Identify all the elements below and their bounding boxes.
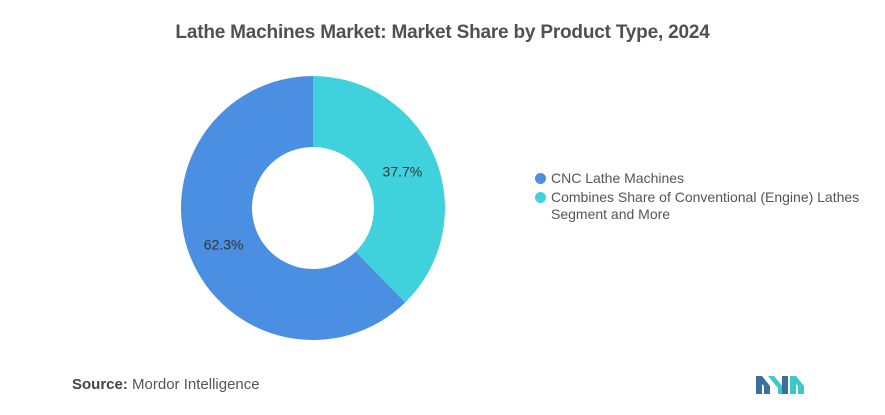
donut-slice-cnc	[180, 76, 406, 340]
source-text: Mordor Intelligence	[132, 376, 260, 393]
donut-slice-conventional	[313, 76, 445, 303]
donut-labels: 37.7% 62.3%	[204, 164, 422, 253]
legend-swatch-cnc	[535, 173, 546, 184]
source-label: Source:	[72, 376, 128, 393]
data-label-conventional: 37.7%	[383, 164, 423, 180]
chart-title: Lathe Machines Market: Market Share by P…	[175, 22, 710, 43]
legend-item-cnc: CNC Lathe Machines	[535, 170, 875, 187]
donut-slices	[180, 76, 445, 340]
legend-label-conventional: Combines Share of Conventional (Engine) …	[551, 189, 860, 222]
legend-label-cnc: CNC Lathe Machines	[551, 170, 685, 186]
data-label-cnc: 62.3%	[204, 236, 244, 252]
mordor-intelligence-logo-icon	[756, 376, 804, 394]
chart-legend: CNC Lathe Machines Combines Share of Con…	[535, 170, 875, 225]
legend-swatch-conventional	[535, 192, 546, 203]
source-note: Source: Mordor Intelligence	[72, 376, 260, 393]
legend-item-conventional: Combines Share of Conventional (Engine) …	[535, 189, 875, 223]
